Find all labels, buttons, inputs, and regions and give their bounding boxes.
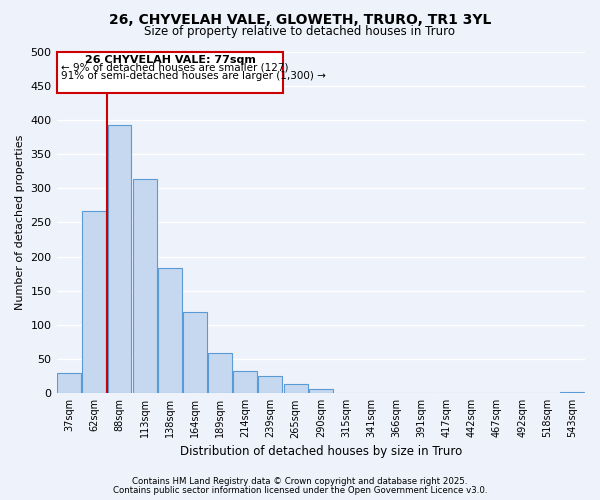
Bar bbox=[183, 312, 207, 394]
Bar bbox=[309, 389, 333, 394]
Text: Contains HM Land Registry data © Crown copyright and database right 2025.: Contains HM Land Registry data © Crown c… bbox=[132, 477, 468, 486]
Text: 26, CHYVELAH VALE, GLOWETH, TRURO, TR1 3YL: 26, CHYVELAH VALE, GLOWETH, TRURO, TR1 3… bbox=[109, 12, 491, 26]
Bar bbox=[82, 211, 106, 394]
FancyBboxPatch shape bbox=[57, 52, 283, 92]
Bar bbox=[57, 373, 81, 394]
Bar bbox=[284, 384, 308, 394]
Text: 91% of semi-detached houses are larger (1,300) →: 91% of semi-detached houses are larger (… bbox=[61, 70, 326, 81]
Bar bbox=[560, 392, 584, 394]
Bar bbox=[485, 392, 509, 394]
Bar bbox=[259, 376, 283, 394]
Bar bbox=[133, 178, 157, 394]
Bar bbox=[158, 268, 182, 394]
Text: 26 CHYVELAH VALE: 77sqm: 26 CHYVELAH VALE: 77sqm bbox=[85, 55, 256, 65]
Text: Size of property relative to detached houses in Truro: Size of property relative to detached ho… bbox=[145, 25, 455, 38]
Y-axis label: Number of detached properties: Number of detached properties bbox=[15, 134, 25, 310]
X-axis label: Distribution of detached houses by size in Truro: Distribution of detached houses by size … bbox=[179, 444, 462, 458]
Bar bbox=[334, 392, 358, 394]
Text: ← 9% of detached houses are smaller (127): ← 9% of detached houses are smaller (127… bbox=[61, 62, 289, 72]
Bar bbox=[208, 353, 232, 394]
Bar bbox=[233, 371, 257, 394]
Text: Contains public sector information licensed under the Open Government Licence v3: Contains public sector information licen… bbox=[113, 486, 487, 495]
Bar bbox=[107, 124, 131, 394]
